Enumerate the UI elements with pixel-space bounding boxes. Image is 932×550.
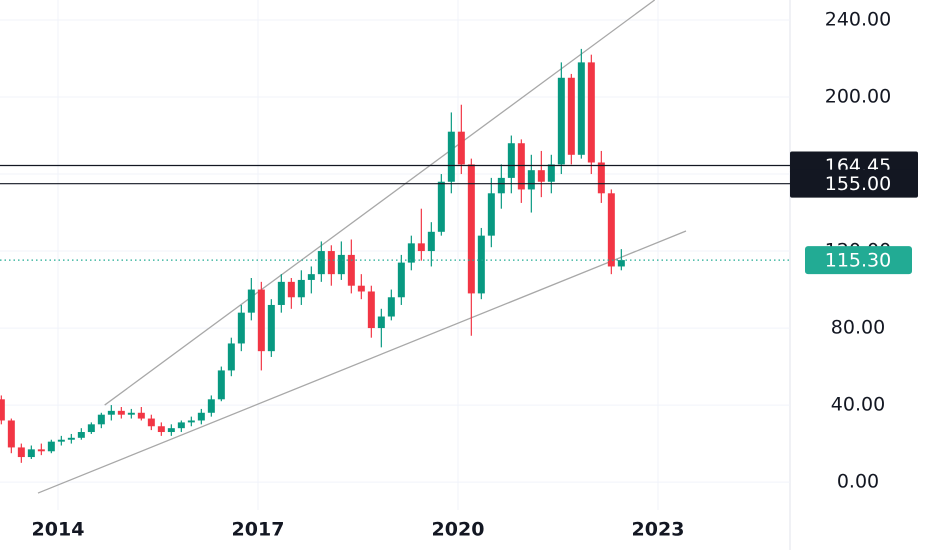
candle-body [617,260,625,267]
y-tick-label: 240.00 [825,9,891,31]
candle-body [127,412,135,415]
candle-body [197,412,205,421]
candle-body [77,432,85,438]
x-tick-label: 2020 [432,519,485,541]
candle-body [367,291,375,329]
candle-body [17,447,25,458]
candle-body [387,297,395,317]
trend-line [37,230,687,494]
candle-body [517,143,525,190]
candle-body [257,289,265,352]
candle-body [267,304,275,352]
candle-body [467,164,475,294]
candle-body [327,251,335,275]
candle-body [607,193,615,267]
candle-body [237,312,245,344]
candle-body [57,439,65,442]
candle-body [167,428,175,433]
candle-body [157,426,165,433]
last-price-label: 115.30 [825,250,891,272]
candle-body [277,281,285,305]
candle-body [477,235,485,294]
candle-body [427,231,435,252]
candle-body [297,279,305,298]
candle-body [447,131,455,182]
candle-body [507,143,515,178]
candle-body [407,243,415,263]
candle-body [0,399,5,421]
y-tick-label: 0.00 [837,471,879,493]
price-badge-label: 155.00 [825,173,891,195]
candle-body [147,418,155,427]
candle-body [487,193,495,236]
x-tick-label: 2023 [632,519,685,541]
candle-body [457,131,465,165]
candle-body [317,251,325,275]
candle-body [397,262,405,298]
candle-body [37,449,45,452]
candle-body [357,285,365,292]
candle-body [227,343,235,371]
y-tick-label: 200.00 [825,86,891,108]
candle-body [377,316,385,329]
candle-body [557,77,565,165]
candle-body [87,424,95,433]
y-tick-label: 40.00 [831,394,885,416]
candle-body [177,422,185,429]
candle-body [187,420,195,423]
candle-body [207,399,215,413]
candle-body [247,289,255,313]
price-badge [790,169,918,198]
candle-body [497,177,505,194]
candle-body [217,370,225,400]
candle-body [547,164,555,182]
candle-body [587,62,595,163]
candle-body [137,412,145,419]
candle-body [577,62,585,155]
candle-body [97,414,105,425]
candle-body [527,170,535,190]
candle-body [597,162,605,194]
candle-body [347,254,355,286]
candle-body [287,281,295,298]
candle-body [27,449,35,458]
candle-body [307,274,315,280]
trend-line [104,0,656,406]
candle-body [537,170,545,182]
candle-body [417,243,425,252]
candle-body [107,410,115,415]
candle-body [117,410,125,415]
y-tick-label: 80.00 [831,317,885,339]
candle-body [67,437,75,440]
x-tick-label: 2017 [232,519,285,541]
x-tick-label: 2014 [32,519,85,541]
last-price-badge [805,246,912,275]
candle-body [437,181,445,232]
candle-body [567,77,575,155]
candle-body [7,420,15,448]
candle-body [47,441,55,452]
candle-body [337,254,345,275]
